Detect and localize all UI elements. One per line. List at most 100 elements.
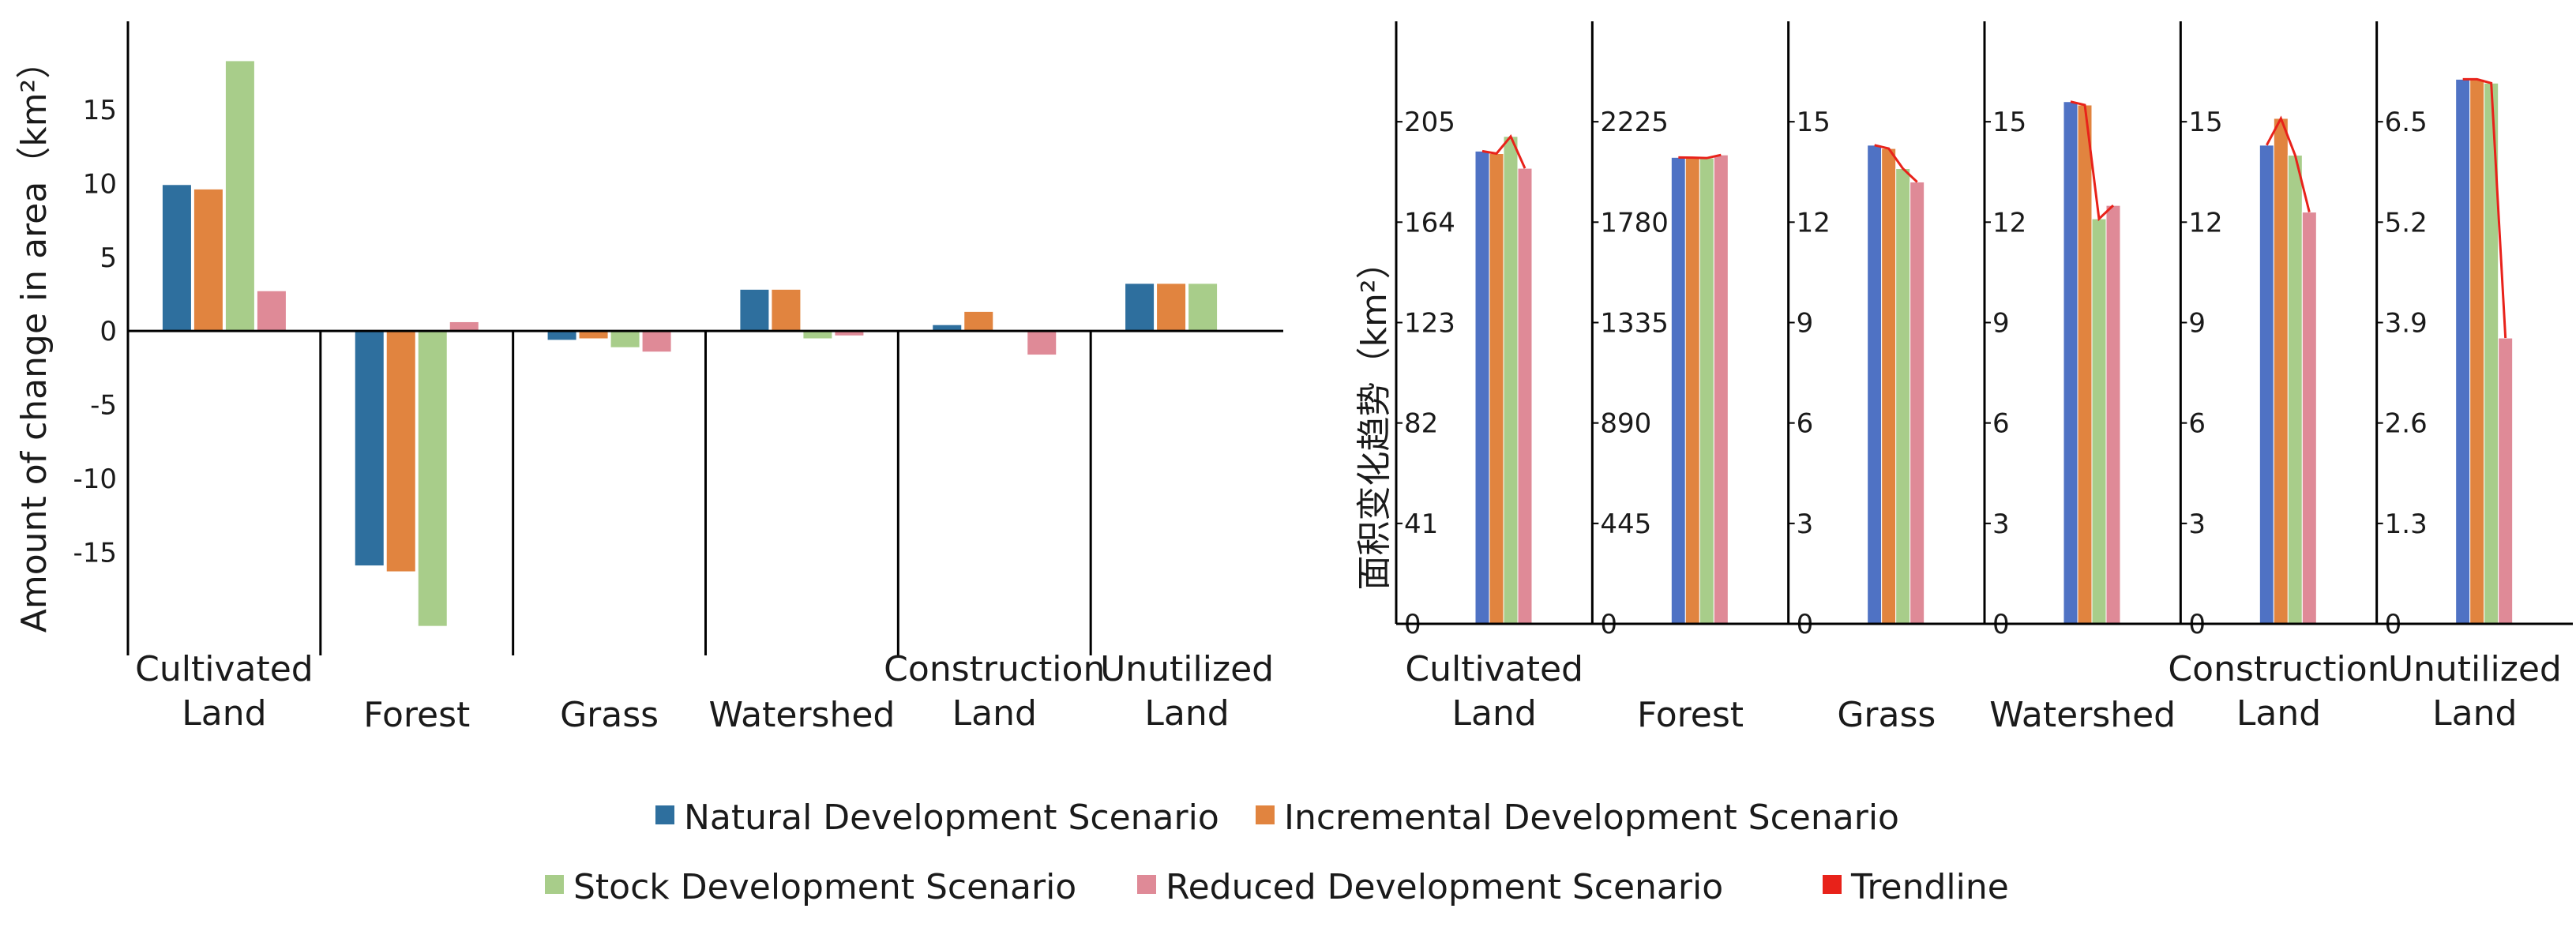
bar-stock-3 (803, 331, 832, 339)
legend: Natural Development Scenario Incremental … (545, 798, 2009, 907)
bar-reduced-0 (257, 291, 286, 332)
bar-stock-0 (225, 61, 254, 332)
right-category-label: Cultivated Land (1405, 649, 1583, 734)
bar-natural-2 (547, 331, 576, 340)
panel-y-tick-label: 445 (1600, 509, 1651, 540)
bar-incremental-3 (772, 289, 801, 332)
right-y-axis-label: 面积变化趋势（km²） (1354, 245, 1395, 591)
panel-y-tick-label: 41 (1404, 509, 1438, 540)
panel-bar-reduced (1713, 154, 1729, 625)
panel-y-tick-label: 9 (1992, 308, 2010, 340)
left-y-tick-label: -10 (73, 464, 117, 495)
panel-y-tick-label: 12 (1797, 207, 1831, 238)
bar-incremental-4 (964, 311, 993, 332)
panel-bar-reduced (2498, 337, 2514, 625)
panel-y-tick-label: 123 (1404, 308, 1455, 340)
panel-y-tick-label: 1.3 (2385, 509, 2428, 540)
bar-reduced-2 (642, 331, 671, 352)
panel-bar-incremental (2469, 78, 2485, 625)
panel-bar-incremental (1489, 152, 1504, 625)
right-category-label: Construction Land (2168, 649, 2389, 734)
panel-bar-reduced (2105, 205, 2121, 625)
panel-y-tick-label: 12 (2188, 207, 2222, 238)
panel-bar-incremental (1684, 157, 1700, 625)
left-category-label: Unutilized Land (1100, 649, 1274, 734)
panel-trendline (2462, 77, 2507, 339)
right-category-label: Unutilized Land (2388, 649, 2562, 734)
panel-bar-incremental (1881, 148, 1897, 625)
left-y-tick-label: -5 (90, 390, 117, 422)
panel-trendline (1481, 133, 1526, 169)
legend-label-stock: Stock Development Scenario (573, 867, 1076, 907)
left-category-label: Grass (560, 695, 659, 735)
panel-y-tick-label: 3.9 (2385, 308, 2428, 340)
panel-bar-natural (2063, 101, 2078, 625)
panel-bar-natural (2259, 145, 2274, 625)
legend-label-incremental: Incremental Development Scenario (1284, 798, 1899, 838)
panel-y-tick-label: 1335 (1600, 308, 1669, 340)
left-y-tick-label: 15 (83, 95, 117, 126)
legend-swatch-natural (655, 805, 674, 824)
panel-y-tick-label: 205 (1404, 107, 1455, 138)
panel-trendline (2266, 115, 2311, 212)
left-y-tick-label: 5 (100, 242, 117, 274)
legend-label-natural: Natural Development Scenario (684, 798, 1219, 838)
panel-y-tick-label: 2225 (1600, 107, 1669, 138)
panel-bar-reduced (1517, 167, 1533, 625)
legend-swatch-reduced (1137, 875, 1156, 894)
panel-y-tick-label: 6.5 (2385, 107, 2428, 138)
panel-bar-stock (1699, 157, 1714, 625)
left-y-tick-label: -15 (73, 537, 117, 569)
right-category-label: Watershed (1989, 695, 2176, 735)
panel-bar-natural (2455, 78, 2471, 625)
panel-bar-incremental (2273, 118, 2289, 625)
legend-swatch-incremental (1256, 805, 1275, 824)
panel-bar-natural (1474, 150, 1490, 625)
panel-bar-stock (1895, 168, 1911, 625)
panel-trendline (2070, 100, 2115, 222)
panel-y-tick-label: 15 (1992, 107, 2026, 138)
bar-stock-5 (1188, 283, 1218, 332)
panel-y-tick-label: 82 (1404, 408, 1438, 440)
legend-swatch-trend (1823, 875, 1842, 894)
bar-stock-2 (610, 331, 640, 347)
bar-natural-4 (933, 325, 962, 332)
bar-stock-1 (418, 331, 447, 626)
bar-incremental-1 (386, 331, 415, 572)
legend-label-reduced: Reduced Development Scenario (1166, 867, 1723, 907)
panel-bar-natural (1670, 156, 1686, 625)
panel-y-tick-label: 9 (1797, 308, 1814, 340)
left-y-tick-label: 0 (100, 316, 117, 347)
panel-trendline (1874, 144, 1918, 183)
panel-y-tick-label: 6 (2188, 408, 2206, 440)
left-category-label: Forest (363, 695, 470, 735)
left-y-tick-label: 10 (83, 168, 117, 200)
bar-incremental-5 (1157, 283, 1186, 332)
bar-reduced-4 (1027, 331, 1057, 355)
left-category-label: Construction Land (884, 649, 1105, 734)
panel-bar-reduced (1909, 181, 1925, 625)
bar-incremental-0 (193, 189, 223, 332)
panel-y-tick-label: 164 (1404, 207, 1455, 238)
legend-swatch-stock (545, 875, 564, 894)
panel-y-tick-label: 15 (1797, 107, 1831, 138)
left-y-axis-label: Amount of change in area（km²） (14, 44, 54, 633)
bar-reduced-3 (835, 331, 864, 336)
right-category-label: Forest (1637, 695, 1744, 735)
panel-y-tick-label: 1780 (1600, 207, 1669, 238)
panel-y-tick-label: 5.2 (2385, 207, 2428, 238)
bar-incremental-2 (579, 331, 608, 339)
panel-y-tick-label: 9 (2188, 308, 2206, 340)
panel-y-tick-label: 890 (1600, 408, 1651, 440)
panel-y-tick-label: 6 (1992, 408, 2010, 440)
panel-trendline (1678, 153, 1722, 160)
right-category-label: Grass (1837, 695, 1936, 735)
bar-natural-3 (740, 289, 769, 332)
left-category-label: Watershed (708, 695, 895, 735)
left-category-label: Cultivated Land (135, 649, 314, 734)
panel-y-tick-label: 12 (1992, 207, 2026, 238)
bar-natural-1 (355, 331, 384, 566)
panel-bar-stock (1503, 136, 1519, 625)
